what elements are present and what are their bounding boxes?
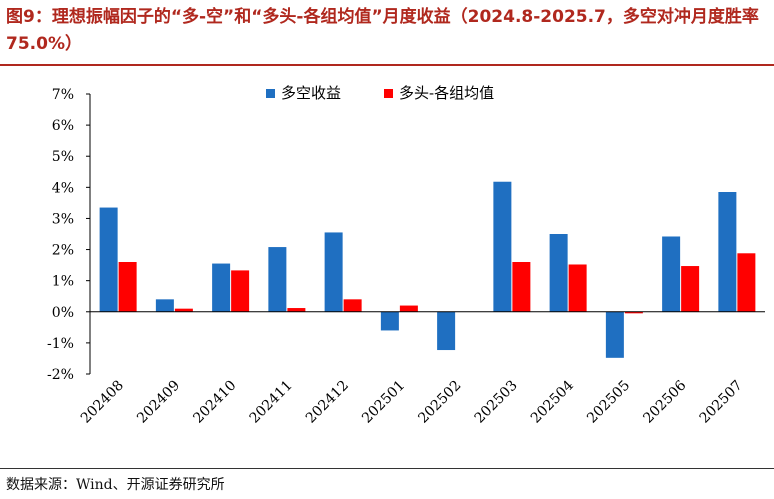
- bar-long-short-202411: [268, 247, 287, 312]
- y-tick-label: 1%: [52, 274, 74, 290]
- y-tick-label: 4%: [52, 180, 74, 196]
- bar-long-minus-avg-202503: [512, 262, 531, 312]
- legend: 多空收益 多头-各组均值: [266, 84, 494, 102]
- y-tick-label: 2%: [52, 243, 74, 259]
- source-divider: [0, 468, 774, 469]
- bars: [99, 181, 756, 358]
- bar-long-minus-avg-202408: [118, 262, 137, 312]
- x-tick-label: 202411: [247, 378, 296, 427]
- bar-long-short-202507: [718, 192, 737, 312]
- x-tick-label: 202507: [697, 378, 746, 427]
- x-tick-label: 202409: [134, 378, 183, 427]
- x-tick-label: 202410: [190, 378, 239, 427]
- x-tick-label: 202505: [584, 378, 633, 427]
- title-divider: [0, 64, 774, 66]
- x-axis: 202408 202409 202410 202411 202412 202501 2025…: [78, 311, 765, 427]
- legend-swatch: [384, 89, 393, 98]
- bar-long-short-202506: [662, 236, 681, 312]
- figure-title: 图9：理想振幅因子的“多-空”和“多头-各组均值”月度收益（2024.8-202…: [6, 7, 759, 54]
- x-tick-label: 202504: [528, 377, 577, 426]
- x-tick-label: 202502: [415, 378, 464, 427]
- bar-long-short-202502: [437, 311, 456, 351]
- bar-long-minus-avg-202504: [568, 264, 587, 312]
- bar-long-short-202412: [324, 232, 343, 312]
- y-tick-label: 7%: [52, 87, 74, 103]
- bar-long-short-202501: [380, 311, 399, 331]
- y-tick-label: 3%: [52, 211, 74, 227]
- bar-long-minus-avg-202411: [287, 308, 306, 312]
- legend-label: 多空收益: [281, 84, 341, 102]
- bar-long-minus-avg-202507: [737, 253, 756, 312]
- bar-long-minus-avg-202412: [343, 299, 362, 312]
- y-tick-label: -1%: [47, 336, 74, 352]
- x-tick-label: 202408: [78, 378, 127, 427]
- x-tick-label: 202503: [472, 378, 521, 427]
- bar-long-short-202409: [155, 299, 174, 312]
- x-tick-label: 202412: [303, 378, 352, 427]
- legend-swatch: [266, 89, 275, 98]
- y-tick-label: -2%: [47, 367, 74, 383]
- bar-long-minus-avg-202410: [231, 270, 250, 312]
- bar-long-short-202505: [605, 311, 624, 358]
- bar-long-short-202504: [549, 234, 568, 312]
- bar-long-minus-avg-202506: [681, 266, 700, 312]
- y-tick-label: 6%: [52, 118, 74, 134]
- x-tick-label: 202506: [640, 377, 689, 426]
- bar-long-minus-avg-202501: [399, 305, 418, 312]
- bar-long-short-202410: [212, 263, 231, 312]
- legend-label: 多头-各组均值: [399, 84, 494, 102]
- x-tick-label: 202501: [359, 378, 408, 427]
- bar-long-short-202408: [99, 207, 118, 312]
- source-note: 数据来源：Wind、开源证券研究所: [6, 477, 225, 493]
- y-tick-label: 5%: [52, 149, 74, 165]
- bar-long-minus-avg-202409: [174, 308, 193, 312]
- bar-long-minus-avg-202505: [624, 311, 643, 314]
- y-tick-label: 0%: [52, 305, 74, 321]
- bar-long-short-202503: [493, 181, 512, 312]
- y-axis: -2% -1% 0% 1% 2% 3% 4% 5% 6% 7%: [47, 87, 91, 383]
- bar-chart: -2%-1%0%1%2%3%4%5%6%7% 202408 202409 20241…: [47, 84, 765, 427]
